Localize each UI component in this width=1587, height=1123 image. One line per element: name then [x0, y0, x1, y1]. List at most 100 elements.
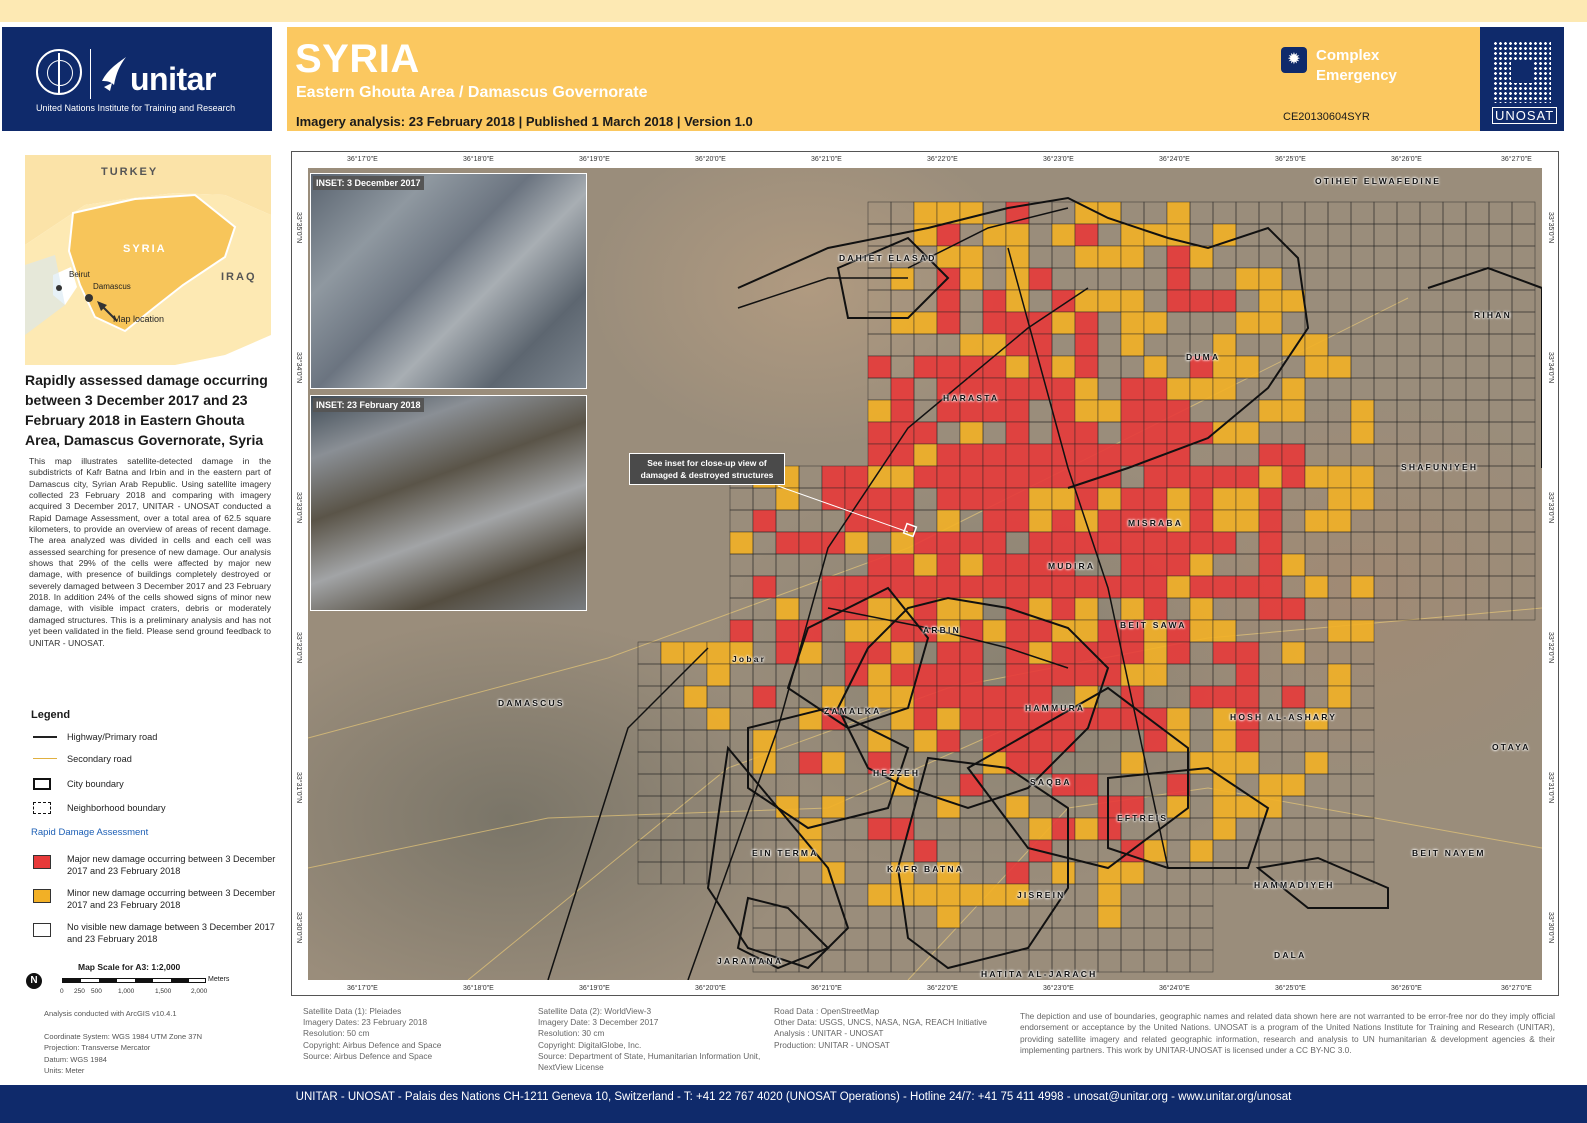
grid-cell	[1189, 795, 1214, 819]
latitude-label-left: 33°32'0"N	[295, 632, 302, 664]
grid-cell	[1005, 773, 1030, 797]
grid-cell	[821, 619, 846, 643]
grid-cell	[1235, 751, 1260, 775]
grid-cell	[1005, 663, 1030, 687]
grid-cell	[1189, 817, 1214, 841]
grid-cell	[867, 619, 892, 643]
grid-cell	[1396, 289, 1421, 313]
grid-cell	[752, 619, 777, 643]
grid-cell	[1327, 795, 1352, 819]
grid-cell	[867, 685, 892, 709]
grid-cell	[1304, 509, 1329, 533]
grid-cell	[1166, 289, 1191, 313]
grid-cell	[637, 729, 662, 753]
grid-cell	[959, 641, 984, 665]
grid-cell	[982, 245, 1007, 269]
grid-cell	[1373, 487, 1398, 511]
grid-cell	[1442, 509, 1467, 533]
grid-cell	[1281, 399, 1306, 423]
grid-cell	[913, 487, 938, 511]
grid-cell	[1074, 443, 1099, 467]
grid-cell	[1281, 751, 1306, 775]
grid-cell	[867, 421, 892, 445]
grid-cell	[982, 443, 1007, 467]
grid-cell	[1051, 333, 1076, 357]
grid-cell	[1120, 311, 1145, 335]
grid-cell	[982, 289, 1007, 313]
grid-cell	[1143, 575, 1168, 599]
grid-cell	[936, 817, 961, 841]
grid-cell	[1442, 311, 1467, 335]
grid-cell	[1074, 267, 1099, 291]
inset-december-2017[interactable]: INSET: 3 December 2017	[310, 173, 587, 389]
grid-cell	[982, 355, 1007, 379]
grid-cell	[729, 861, 754, 885]
grid-cell	[637, 707, 662, 731]
grid-cell	[1281, 641, 1306, 665]
grid-cell	[1304, 619, 1329, 643]
grid-cell	[1212, 685, 1237, 709]
grid-cell	[1281, 311, 1306, 335]
grid-cell	[1235, 773, 1260, 797]
grid-cell	[1327, 751, 1352, 775]
grid-cell	[1511, 355, 1536, 379]
grid-cell	[1189, 509, 1214, 533]
grid-cell	[1143, 839, 1168, 863]
grid-cell	[752, 575, 777, 599]
place-label: DAMASCUS	[498, 698, 565, 708]
grid-cell	[1143, 707, 1168, 731]
grid-cell	[706, 773, 731, 797]
grid-cell	[867, 553, 892, 577]
grid-cell	[1442, 399, 1467, 423]
map-canvas[interactable]: INSET: 3 December 2017 INSET: 23 Februar…	[308, 168, 1542, 980]
grid-cell	[1120, 575, 1145, 599]
grid-cell	[1419, 487, 1444, 511]
city-boundary	[706, 745, 850, 970]
grid-cell	[1235, 311, 1260, 335]
grid-cell	[982, 927, 1007, 951]
grid-cell	[1235, 509, 1260, 533]
grid-cell	[752, 509, 777, 533]
place-label: DAHIET ELASAD	[839, 253, 937, 263]
grid-cell	[752, 729, 777, 753]
grid-cell	[729, 531, 754, 555]
grid-cell	[1166, 905, 1191, 929]
grid-cell	[1258, 289, 1283, 313]
grid-cell	[1350, 267, 1375, 291]
grid-cell	[1189, 663, 1214, 687]
grid-cell	[890, 201, 915, 225]
grid-cell	[982, 619, 1007, 643]
grid-cell	[913, 465, 938, 489]
unitar-bird-icon	[102, 57, 126, 91]
grid-cell	[637, 817, 662, 841]
scale-title: Map Scale for A3: 1:2,000	[78, 962, 181, 972]
grid-cell	[1488, 355, 1513, 379]
place-label: HAMMADIYEH	[1254, 880, 1335, 890]
grid-cell	[1442, 553, 1467, 577]
minor-damage-swatch	[33, 889, 51, 903]
locator-label-iraq: IRAQ	[221, 271, 257, 283]
grid-cell	[1396, 487, 1421, 511]
grid-cell	[1258, 465, 1283, 489]
place-label: JARAMANA	[717, 956, 784, 966]
grid-cell	[1051, 641, 1076, 665]
grid-cell	[1327, 311, 1352, 335]
scale-tick: 500	[91, 988, 102, 995]
grid-cell	[1005, 927, 1030, 951]
area-title: Eastern Ghouta Area / Damascus Governora…	[296, 84, 648, 101]
grid-cell	[936, 927, 961, 951]
grid-cell	[1281, 223, 1306, 247]
grid-cell	[798, 663, 823, 687]
grid-cell	[1488, 289, 1513, 313]
grid-cell	[1005, 619, 1030, 643]
grid-cell	[1373, 421, 1398, 445]
grid-cell	[775, 773, 800, 797]
grid-cell	[660, 641, 685, 665]
grid-cell	[936, 883, 961, 907]
grid-cell	[1350, 421, 1375, 445]
grid-cell	[936, 311, 961, 335]
grid-cell	[1511, 421, 1536, 445]
inset-february-2018[interactable]: INSET: 23 February 2018	[310, 395, 587, 611]
latitude-label-left: 33°35'0"N	[295, 212, 302, 244]
grid-cell	[1166, 839, 1191, 863]
